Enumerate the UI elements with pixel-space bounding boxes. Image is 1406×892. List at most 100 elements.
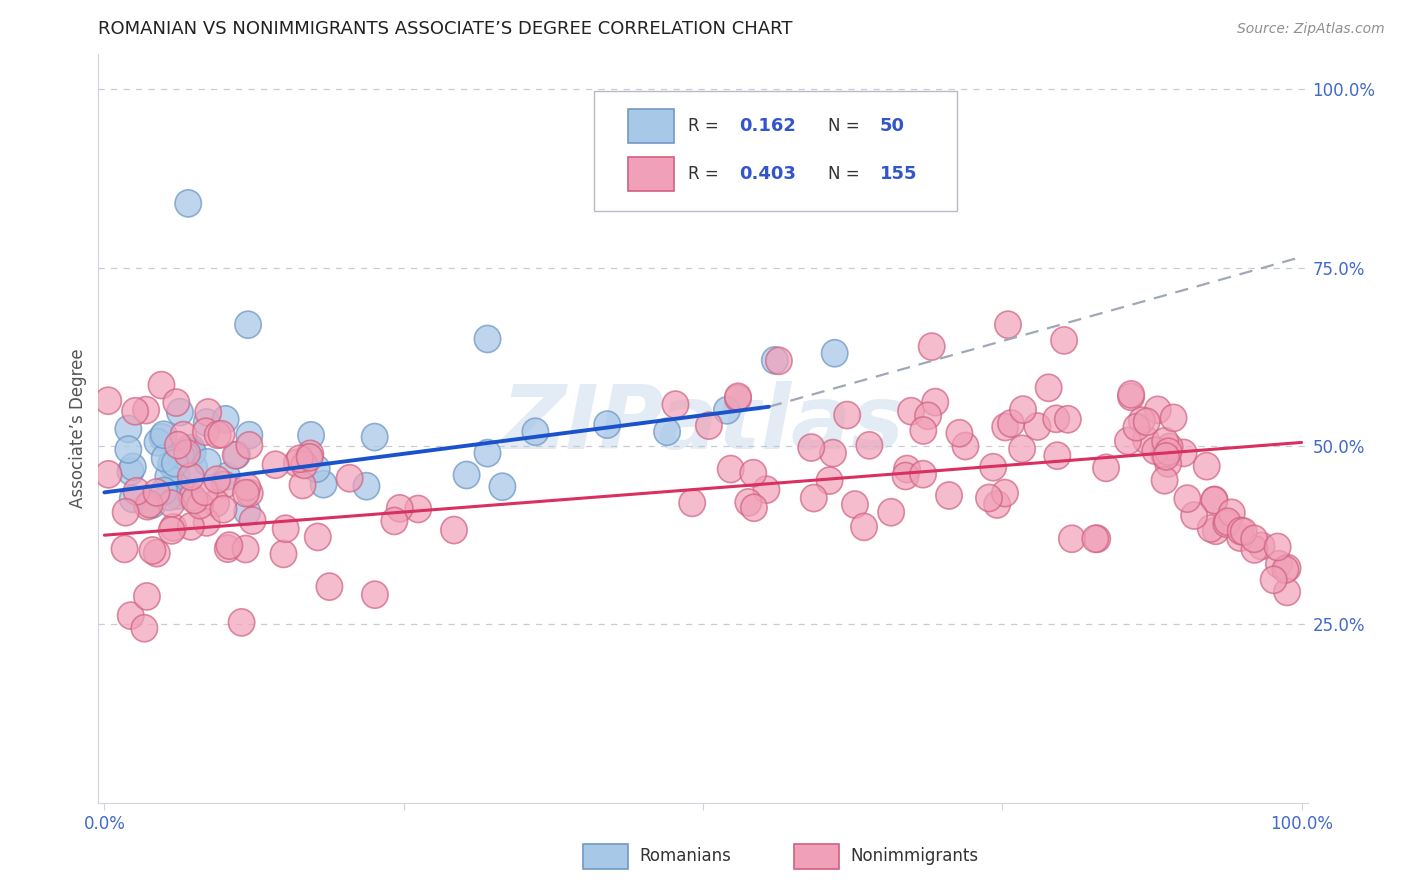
- Ellipse shape: [725, 384, 751, 412]
- Ellipse shape: [136, 491, 163, 518]
- Ellipse shape: [208, 421, 235, 448]
- Ellipse shape: [263, 451, 288, 478]
- Ellipse shape: [270, 541, 297, 567]
- Ellipse shape: [1160, 404, 1187, 432]
- Ellipse shape: [1133, 409, 1160, 435]
- Text: Source: ZipAtlas.com: Source: ZipAtlas.com: [1237, 22, 1385, 37]
- Ellipse shape: [441, 516, 467, 543]
- Ellipse shape: [1152, 427, 1178, 455]
- Ellipse shape: [679, 490, 706, 516]
- Ellipse shape: [170, 422, 197, 449]
- Ellipse shape: [1043, 405, 1070, 433]
- Ellipse shape: [1274, 555, 1301, 582]
- FancyBboxPatch shape: [628, 109, 673, 143]
- Ellipse shape: [1202, 517, 1229, 544]
- Ellipse shape: [239, 507, 266, 534]
- Ellipse shape: [149, 424, 176, 450]
- Ellipse shape: [1142, 437, 1168, 464]
- FancyBboxPatch shape: [595, 91, 957, 211]
- Ellipse shape: [316, 573, 343, 600]
- Ellipse shape: [717, 456, 744, 483]
- Ellipse shape: [134, 582, 160, 610]
- Ellipse shape: [155, 463, 181, 490]
- Text: 0.162: 0.162: [740, 117, 796, 135]
- Ellipse shape: [204, 421, 231, 449]
- Ellipse shape: [998, 410, 1024, 437]
- Ellipse shape: [172, 441, 198, 468]
- Ellipse shape: [1202, 486, 1227, 514]
- Ellipse shape: [1219, 500, 1244, 526]
- Ellipse shape: [233, 480, 259, 507]
- Ellipse shape: [150, 421, 177, 449]
- Ellipse shape: [714, 397, 740, 424]
- Ellipse shape: [159, 516, 184, 544]
- Ellipse shape: [143, 479, 170, 506]
- Ellipse shape: [910, 460, 936, 488]
- Ellipse shape: [1201, 487, 1227, 514]
- Ellipse shape: [740, 459, 766, 487]
- Ellipse shape: [893, 462, 918, 490]
- Ellipse shape: [1010, 435, 1035, 462]
- Ellipse shape: [181, 486, 208, 514]
- Ellipse shape: [1264, 533, 1291, 560]
- Ellipse shape: [361, 582, 388, 608]
- Ellipse shape: [211, 471, 238, 499]
- Ellipse shape: [236, 422, 263, 449]
- Ellipse shape: [995, 311, 1021, 338]
- Ellipse shape: [1129, 407, 1154, 434]
- Ellipse shape: [918, 333, 945, 360]
- Ellipse shape: [291, 451, 318, 478]
- Ellipse shape: [1274, 578, 1301, 606]
- Ellipse shape: [1059, 525, 1085, 552]
- Ellipse shape: [595, 411, 620, 438]
- Ellipse shape: [1152, 441, 1177, 468]
- Ellipse shape: [194, 409, 219, 436]
- Text: 155: 155: [880, 165, 917, 183]
- Ellipse shape: [235, 311, 262, 338]
- Ellipse shape: [910, 417, 936, 444]
- Ellipse shape: [1241, 525, 1267, 552]
- Ellipse shape: [1156, 438, 1181, 466]
- Ellipse shape: [834, 401, 860, 429]
- Ellipse shape: [304, 455, 330, 483]
- Ellipse shape: [1054, 406, 1081, 433]
- Ellipse shape: [211, 496, 236, 523]
- Text: N =: N =: [828, 117, 865, 135]
- Ellipse shape: [236, 432, 263, 458]
- Ellipse shape: [454, 461, 479, 489]
- Ellipse shape: [654, 418, 681, 445]
- Ellipse shape: [131, 615, 157, 641]
- Ellipse shape: [134, 397, 159, 424]
- Ellipse shape: [139, 537, 166, 564]
- Ellipse shape: [191, 478, 218, 506]
- Ellipse shape: [120, 485, 146, 512]
- Y-axis label: Associate’s Degree: Associate’s Degree: [69, 349, 87, 508]
- Ellipse shape: [361, 424, 388, 450]
- Ellipse shape: [1198, 515, 1223, 542]
- Ellipse shape: [115, 436, 142, 463]
- Ellipse shape: [165, 482, 190, 509]
- Ellipse shape: [946, 420, 973, 447]
- Ellipse shape: [187, 491, 214, 519]
- Ellipse shape: [1118, 384, 1144, 410]
- Ellipse shape: [235, 499, 260, 525]
- Ellipse shape: [179, 483, 205, 510]
- Ellipse shape: [877, 499, 904, 525]
- Ellipse shape: [991, 480, 1018, 507]
- Ellipse shape: [1249, 533, 1275, 559]
- Ellipse shape: [179, 434, 204, 462]
- Ellipse shape: [762, 347, 787, 374]
- Ellipse shape: [311, 471, 336, 498]
- Ellipse shape: [1153, 442, 1180, 470]
- Text: 0.403: 0.403: [740, 165, 796, 183]
- Ellipse shape: [1010, 396, 1036, 423]
- Ellipse shape: [1215, 508, 1240, 535]
- Ellipse shape: [297, 441, 323, 467]
- Ellipse shape: [212, 406, 239, 433]
- Ellipse shape: [163, 461, 190, 488]
- Ellipse shape: [157, 450, 184, 478]
- Ellipse shape: [489, 473, 516, 500]
- Ellipse shape: [160, 514, 187, 541]
- Ellipse shape: [1123, 414, 1150, 441]
- Ellipse shape: [159, 490, 184, 517]
